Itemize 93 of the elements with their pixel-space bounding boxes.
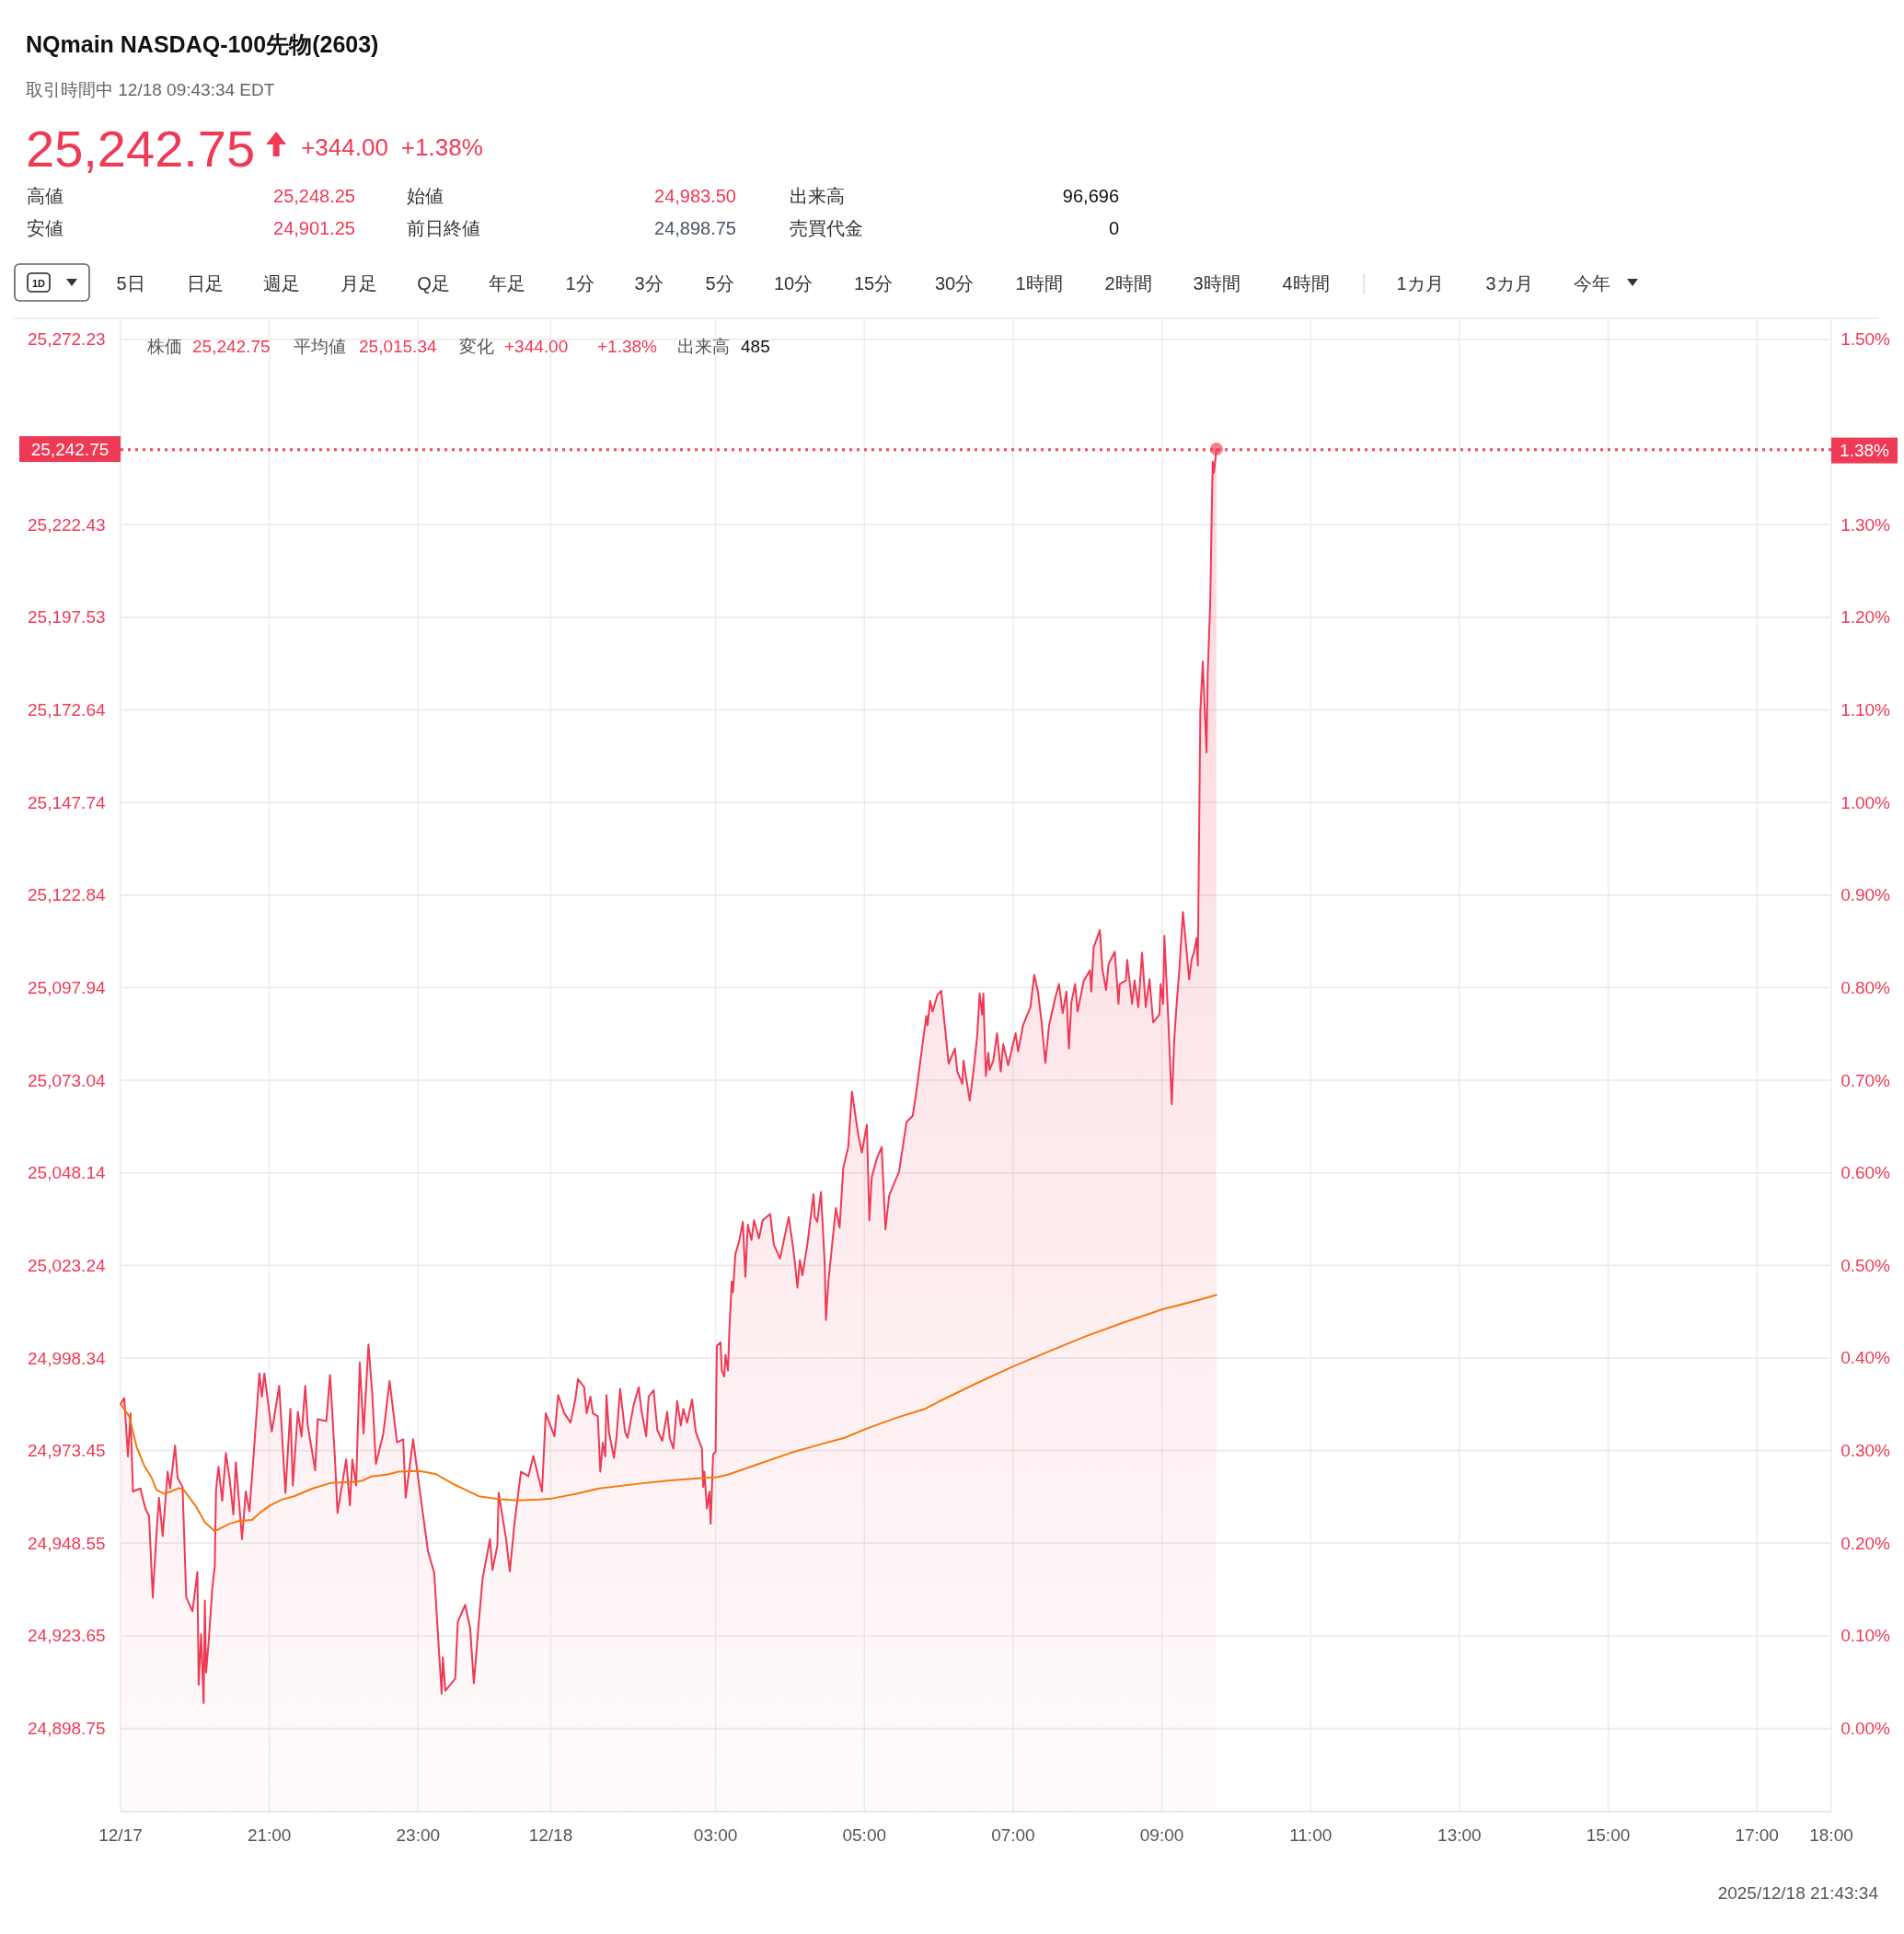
text: 30分: [934, 273, 975, 294]
text: 4時間: [1282, 273, 1330, 294]
y2-tick-label: 0.00%: [1841, 1719, 1891, 1739]
annotation: 平均値: [294, 337, 346, 356]
y2-tick-label: 0.80%: [1841, 977, 1891, 997]
text: 10分: [773, 273, 814, 294]
text: 25,248.25: [273, 186, 355, 206]
annotation: +344.00: [504, 337, 569, 356]
text: 0: [1108, 218, 1119, 238]
chart-title: NQmain NASDAQ-100先物(2603): [26, 31, 379, 57]
text: 15分: [853, 273, 894, 294]
y2-tick-label: 1.50%: [1841, 329, 1891, 350]
y-tick-label: 25,048.14: [28, 1163, 106, 1183]
text: 2時間: [1104, 273, 1152, 294]
y2-tick-label: 0.40%: [1841, 1348, 1891, 1368]
text: 24,898.75: [654, 218, 736, 238]
y-tick-label: 24,973.45: [28, 1441, 106, 1461]
y-tick-label: 25,197.53: [28, 607, 106, 627]
y-tick-label: 25,023.24: [28, 1255, 106, 1275]
text: 週足: [263, 273, 300, 294]
x-tick-label: 18:00: [1809, 1825, 1853, 1845]
x-tick-label: 09:00: [1139, 1825, 1184, 1845]
text: 96,696: [1062, 186, 1119, 206]
text: 2025/12/18 21:43:34: [1717, 1883, 1879, 1903]
y2-tick-label: 1.00%: [1841, 792, 1891, 812]
y2-tick-label: 0.30%: [1841, 1441, 1891, 1461]
annotation: 485: [741, 337, 770, 356]
y-tick-label: 25,097.94: [28, 977, 106, 997]
y2-tick-label: 0.20%: [1841, 1533, 1891, 1553]
y-tick-label: 24,948.55: [28, 1533, 106, 1553]
text: 売買代金: [790, 218, 863, 238]
text: 3カ月: [1485, 273, 1533, 294]
x-tick-label: 03:00: [693, 1825, 738, 1845]
text: 24,983.50: [654, 186, 736, 206]
text: 安値: [27, 218, 63, 238]
x-tick-label: 15:00: [1586, 1825, 1631, 1845]
x-tick-label: 12/18: [528, 1825, 573, 1845]
text: 日足: [187, 273, 224, 294]
text: 1分: [565, 273, 594, 294]
text: 高値: [27, 186, 63, 206]
y2-tick-label: 0.10%: [1841, 1626, 1891, 1646]
x-tick-label: 12/17: [98, 1825, 143, 1845]
text: 始値: [407, 186, 444, 206]
annotation: 25,242.75: [192, 337, 271, 356]
y-tick-label: 24,923.65: [28, 1626, 106, 1646]
y-tick-label: 25,222.43: [28, 514, 106, 535]
y-tick-label: 25,272.23: [28, 329, 106, 350]
text: Q足: [417, 273, 450, 294]
x-tick-label: 11:00: [1289, 1825, 1333, 1845]
text: 今年: [1574, 273, 1610, 294]
text: 5分: [705, 273, 734, 294]
text: +1.38%: [400, 133, 483, 161]
text: 月足: [340, 273, 377, 294]
text: 5日: [116, 273, 145, 294]
y2-tick-label: 1.10%: [1841, 699, 1891, 719]
text: 24,901.25: [273, 218, 355, 238]
x-tick-label: 13:00: [1437, 1825, 1482, 1845]
ref-line-label: 1.38%: [1840, 441, 1890, 461]
y-tick-label: 25,172.64: [28, 700, 106, 719]
x-tick-label: 21:00: [247, 1825, 292, 1845]
x-tick-label: 17:00: [1735, 1825, 1779, 1845]
text: 3時間: [1193, 273, 1240, 294]
y2-tick-label: 0.50%: [1841, 1255, 1891, 1275]
y2-tick-label: 0.60%: [1841, 1163, 1891, 1183]
text: 1時間: [1015, 273, 1063, 294]
text: 出来高: [790, 186, 845, 206]
annotation: +1.38%: [597, 337, 658, 356]
annotation: 株価: [146, 337, 182, 356]
annotation: 出来高: [677, 337, 730, 356]
y-tick-label: 25,147.74: [28, 792, 106, 812]
text: 前日終値: [407, 218, 480, 238]
text: 1カ月: [1396, 273, 1444, 294]
x-tick-label: 23:00: [396, 1825, 441, 1845]
y2-tick-label: 0.70%: [1841, 1070, 1891, 1090]
y-tick-label: 25,122.84: [28, 885, 106, 905]
text: +344.00: [301, 133, 388, 161]
y-tick-label: 25,073.04: [28, 1070, 106, 1090]
text: 1D: [31, 278, 46, 289]
y-tick-label: 24,898.75: [28, 1719, 106, 1739]
y2-tick-label: 1.20%: [1841, 607, 1891, 627]
y2-tick-label: 1.30%: [1841, 514, 1891, 535]
chart-subtitle: 取引時間中 12/18 09:43:34 EDT: [26, 80, 275, 99]
text: 3分: [634, 273, 664, 294]
y-tick-label: 24,998.34: [28, 1348, 106, 1368]
annotation: 25,015.34: [359, 337, 437, 356]
ref-line-label: 25,242.75: [30, 439, 110, 459]
y2-tick-label: 0.90%: [1841, 885, 1891, 905]
line-series: [120, 1294, 1217, 1533]
text: 25,242.75: [26, 120, 256, 178]
x-tick-label: 07:00: [991, 1825, 1035, 1845]
x-tick-label: 05:00: [842, 1825, 887, 1845]
annotation: 変化: [459, 337, 494, 356]
text: 年足: [489, 273, 525, 294]
